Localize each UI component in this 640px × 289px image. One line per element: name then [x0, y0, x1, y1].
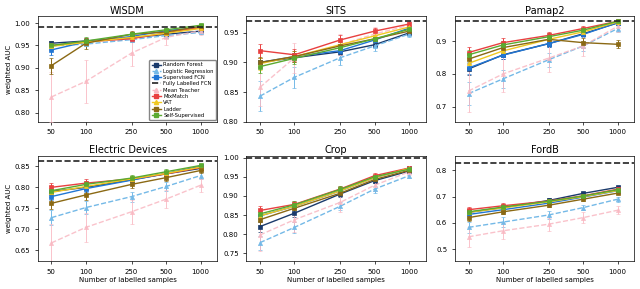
Title: Crop: Crop [324, 145, 348, 155]
Legend: Random Forest, Logistic Regression, Supervised FCN, Fully Labelled FCN, Mean Tea: Random Forest, Logistic Regression, Supe… [149, 60, 216, 120]
Title: SITS: SITS [326, 5, 347, 16]
Title: WISDM: WISDM [110, 5, 145, 16]
X-axis label: Number of labelled samples: Number of labelled samples [79, 277, 177, 284]
Title: FordB: FordB [531, 145, 559, 155]
Y-axis label: weighted AUC: weighted AUC [6, 184, 12, 233]
X-axis label: Number of labelled samples: Number of labelled samples [287, 277, 385, 284]
Title: Electric Devices: Electric Devices [88, 145, 166, 155]
X-axis label: Number of labelled samples: Number of labelled samples [496, 277, 593, 284]
Y-axis label: weighted AUC: weighted AUC [6, 45, 12, 94]
Title: Pamap2: Pamap2 [525, 5, 564, 16]
